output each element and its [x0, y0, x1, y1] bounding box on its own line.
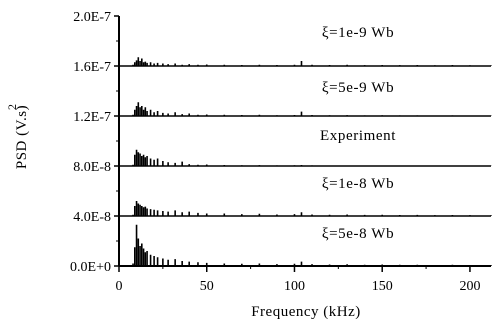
trace-label: ξ=5e-9 Wb — [322, 80, 394, 96]
chart-traces: ξ=1e-9 Wb ξ=5e-9 Wb Experiment ξ=1e-8 Wb ξ=5… — [119, 25, 492, 267]
x-axis-title: Frequency (kHz) — [251, 304, 361, 320]
y-tick-label: 8.0E-8 — [73, 160, 111, 175]
psd-trace: ξ=5e-9 Wb — [119, 80, 492, 117]
x-tick-label: 50 — [200, 279, 214, 294]
psd-trace: ξ=5e-8 Wb — [119, 224, 492, 267]
y-tick-label: 1.2E-7 — [73, 110, 111, 125]
trace-label: ξ=5e-8 Wb — [322, 226, 394, 242]
y-axis-title-superscript: 2 — [5, 104, 19, 110]
y-tick-label: 4.0E-8 — [73, 210, 111, 225]
trace-label: ξ=1e-8 Wb — [322, 176, 394, 192]
x-tick-label: 150 — [372, 279, 393, 294]
y-tick-label: 1.6E-7 — [73, 60, 111, 75]
trace-label: ξ=1e-9 Wb — [322, 25, 394, 41]
y-axis-title: PSD (V.s) — [14, 105, 30, 169]
chart-ticks: 0.0E+0 4.0E-8 8.0E-8 1.2E-7 1.6E-7 2.0E-7 0 50 1… — [70, 10, 480, 294]
trace-label: Experiment — [320, 128, 396, 144]
x-tick-label: 100 — [284, 279, 305, 294]
x-tick-label: 200 — [459, 279, 480, 294]
psd-trace: ξ=1e-8 Wb — [119, 176, 492, 217]
chart-axes — [118, 16, 491, 267]
chart-labels: Frequency (kHz) PSD (V.s) 2 — [5, 104, 361, 320]
psd-trace: Experiment — [119, 128, 492, 167]
psd-trace: ξ=1e-9 Wb — [119, 25, 492, 67]
x-tick-label: 0 — [116, 279, 123, 294]
y-tick-label: 2.0E-7 — [73, 10, 111, 25]
y-tick-label: 0.0E+0 — [70, 260, 111, 275]
